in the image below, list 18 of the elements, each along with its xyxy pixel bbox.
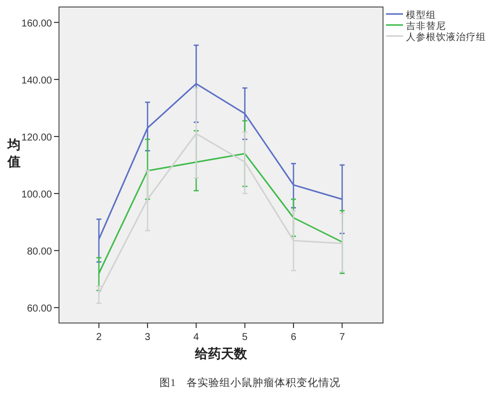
y-axis-title: 均值 <box>6 137 20 169</box>
x-axis-title: 给药天数 <box>194 346 248 361</box>
x-tick-label: 6 <box>290 332 297 343</box>
x-tick-label: 7 <box>339 332 346 343</box>
y-tick-label: 160.00 <box>21 18 52 30</box>
y-tick-label: 100.00 <box>21 190 52 201</box>
y-tick-label: 140.00 <box>21 75 52 86</box>
legend-label: 模型组 <box>406 9 436 21</box>
x-tick-label: 4 <box>193 332 200 343</box>
x-tick-label: 3 <box>144 332 151 343</box>
x-tick-label: 2 <box>96 332 102 343</box>
y-tick-label: 80.00 <box>26 246 52 258</box>
caption: 图1 各实验组小鼠肿瘤体积变化情况 <box>159 376 341 389</box>
legend-label: 人参根饮液治疗组 <box>406 31 486 43</box>
y-tick-label: 120.00 <box>21 132 52 144</box>
x-tick-label: 5 <box>242 332 248 343</box>
y-tick-label: 60.00 <box>26 304 52 315</box>
legend-label: 吉非替尼 <box>406 20 446 32</box>
